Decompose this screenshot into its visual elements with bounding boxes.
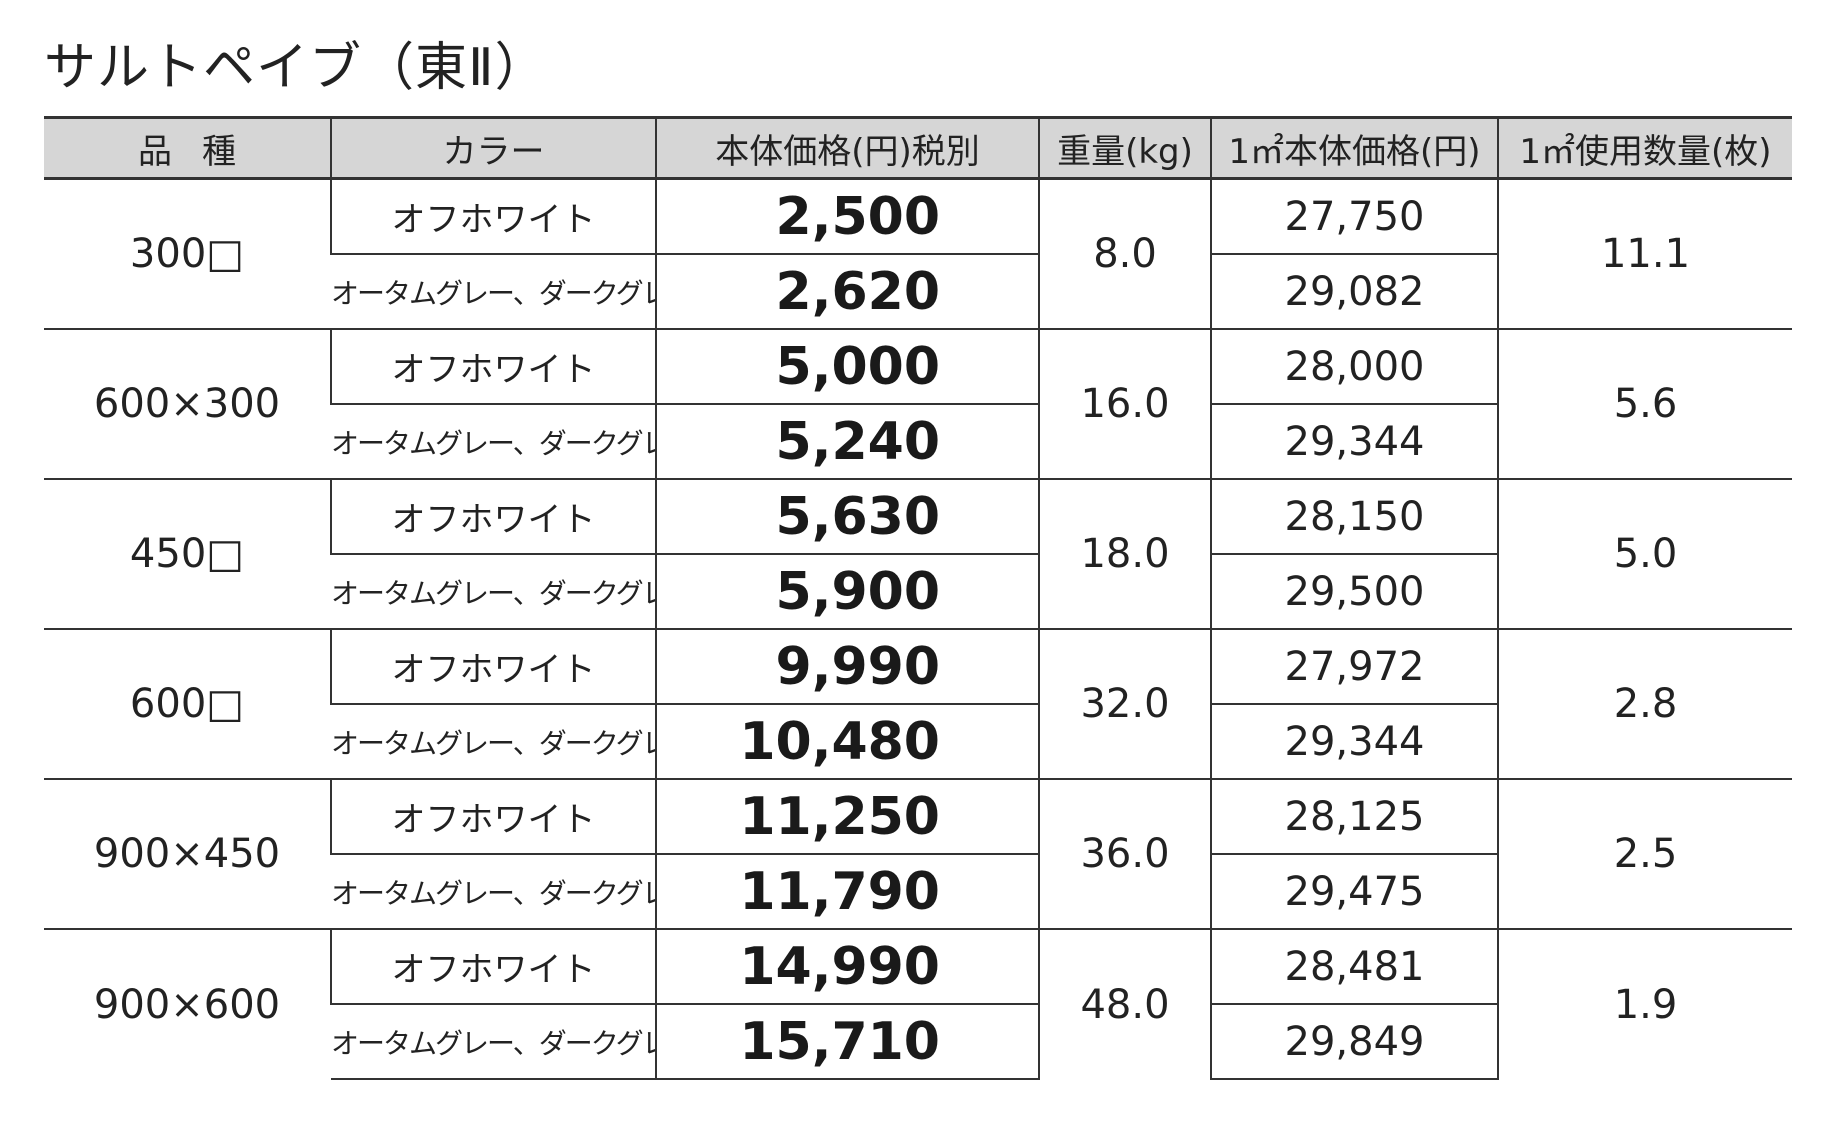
weight-cell: 32.0 [1038,628,1211,779]
table-row: 900×600 オフホワイト 14,990 48.0 28,481 1.9 [44,928,1792,1079]
header-color: カラー [330,116,656,180]
weight-cell: 16.0 [1038,328,1211,479]
price-cell: 11,250 [655,778,1039,854]
variety-cell: 900×600 [44,928,331,1079]
price-cell: 2,500 [655,177,1039,254]
variety-cell: 900×450 [44,778,331,929]
header-sqm-qty: 1㎡使用数量(枚) [1497,116,1792,180]
table-row: オータムグレー、ダークグレー 15,710 29,849 [44,1003,1792,1080]
color-cell: オフホワイト [330,778,656,854]
price-cell: 14,990 [655,928,1039,1004]
table-header-row: 品種 カラー 本体価格(円)税別 重量(kg) 1㎡本体価格(円) 1㎡使用数量… [44,116,1792,180]
sqm-price-cell: 27,750 [1210,177,1498,254]
variety-cell: 600×300 [44,328,331,479]
table-row: オータムグレー、ダークグレー 2,620 29,082 [44,253,1792,329]
color-cell: オフホワイト [330,928,656,1004]
color-cell: オフホワイト [330,478,656,554]
sqm-price-cell: 28,481 [1210,928,1498,1004]
price-cell: 15,710 [655,1003,1039,1080]
sqm-price-cell: 29,082 [1210,253,1498,329]
weight-cell: 8.0 [1038,177,1211,329]
sqm-price-cell: 29,849 [1210,1003,1498,1080]
color-cell: オフホワイト [330,628,656,704]
weight-cell: 36.0 [1038,778,1211,929]
header-weight: 重量(kg) [1038,116,1211,180]
color-cell: オータムグレー、ダークグレー [331,853,656,929]
color-cell: オータムグレー、ダークグレー [331,403,656,479]
table-row: オータムグレー、ダークグレー 5,240 29,344 [44,403,1792,479]
sqm-price-cell: 29,500 [1210,553,1498,629]
variety-cell: 450□ [44,478,331,629]
sqm-qty-cell: 1.9 [1497,928,1792,1079]
table-row: 450□ オフホワイト 5,630 18.0 28,150 5.0 [44,478,1792,629]
color-cell: オータムグレー、ダークグレー [331,553,656,629]
table-row: 600×300 オフホワイト 5,000 16.0 28,000 5.6 [44,328,1792,479]
table-row: オータムグレー、ダークグレー 11,790 29,475 [44,853,1792,929]
color-cell: オフホワイト [330,328,656,404]
color-cell: オータムグレー、ダークグレー [331,253,656,329]
sqm-price-cell: 27,972 [1210,628,1498,704]
sqm-price-cell: 28,150 [1210,478,1498,554]
color-cell: オフホワイト [330,177,656,254]
price-cell: 2,620 [655,253,1039,329]
table-row: 300□ オフホワイト 2,500 8.0 27,750 11.1 [44,177,1792,329]
price-cell: 9,990 [655,628,1039,704]
weight-cell: 48.0 [1038,928,1211,1079]
variety-cell: 600□ [44,628,331,779]
sqm-qty-cell: 5.6 [1497,328,1792,479]
page-title: サルトペイブ（東Ⅱ） [44,38,548,98]
sqm-price-cell: 29,475 [1210,853,1498,929]
header-sqm-price: 1㎡本体価格(円) [1210,116,1498,180]
price-cell: 10,480 [655,703,1039,779]
sqm-price-cell: 28,125 [1210,778,1498,854]
table-row: オータムグレー、ダークグレー 10,480 29,344 [44,703,1792,779]
sqm-qty-cell: 11.1 [1497,177,1792,329]
sqm-qty-cell: 2.5 [1497,778,1792,929]
price-cell: 5,900 [655,553,1039,629]
table-row: オータムグレー、ダークグレー 5,900 29,500 [44,553,1792,629]
variety-cell: 300□ [44,177,331,329]
sqm-qty-cell: 5.0 [1497,478,1792,629]
sqm-price-cell: 29,344 [1210,403,1498,479]
color-cell: オータムグレー、ダークグレー [331,1003,656,1080]
table-row: 600□ オフホワイト 9,990 32.0 27,972 2.8 [44,628,1792,779]
table-row: 900×450 オフホワイト 11,250 36.0 28,125 2.5 [44,778,1792,929]
header-variety: 品種 [44,116,331,180]
sqm-price-cell: 28,000 [1210,328,1498,404]
header-price: 本体価格(円)税別 [655,116,1039,180]
price-table: 品種 カラー 本体価格(円)税別 重量(kg) 1㎡本体価格(円) 1㎡使用数量… [44,116,1792,1080]
color-cell: オータムグレー、ダークグレー [331,703,656,779]
price-cell: 5,240 [655,403,1039,479]
price-cell: 5,000 [655,328,1039,404]
sqm-price-cell: 29,344 [1210,703,1498,779]
sqm-qty-cell: 2.8 [1497,628,1792,779]
weight-cell: 18.0 [1038,478,1211,629]
price-cell: 5,630 [655,478,1039,554]
price-cell: 11,790 [655,853,1039,929]
